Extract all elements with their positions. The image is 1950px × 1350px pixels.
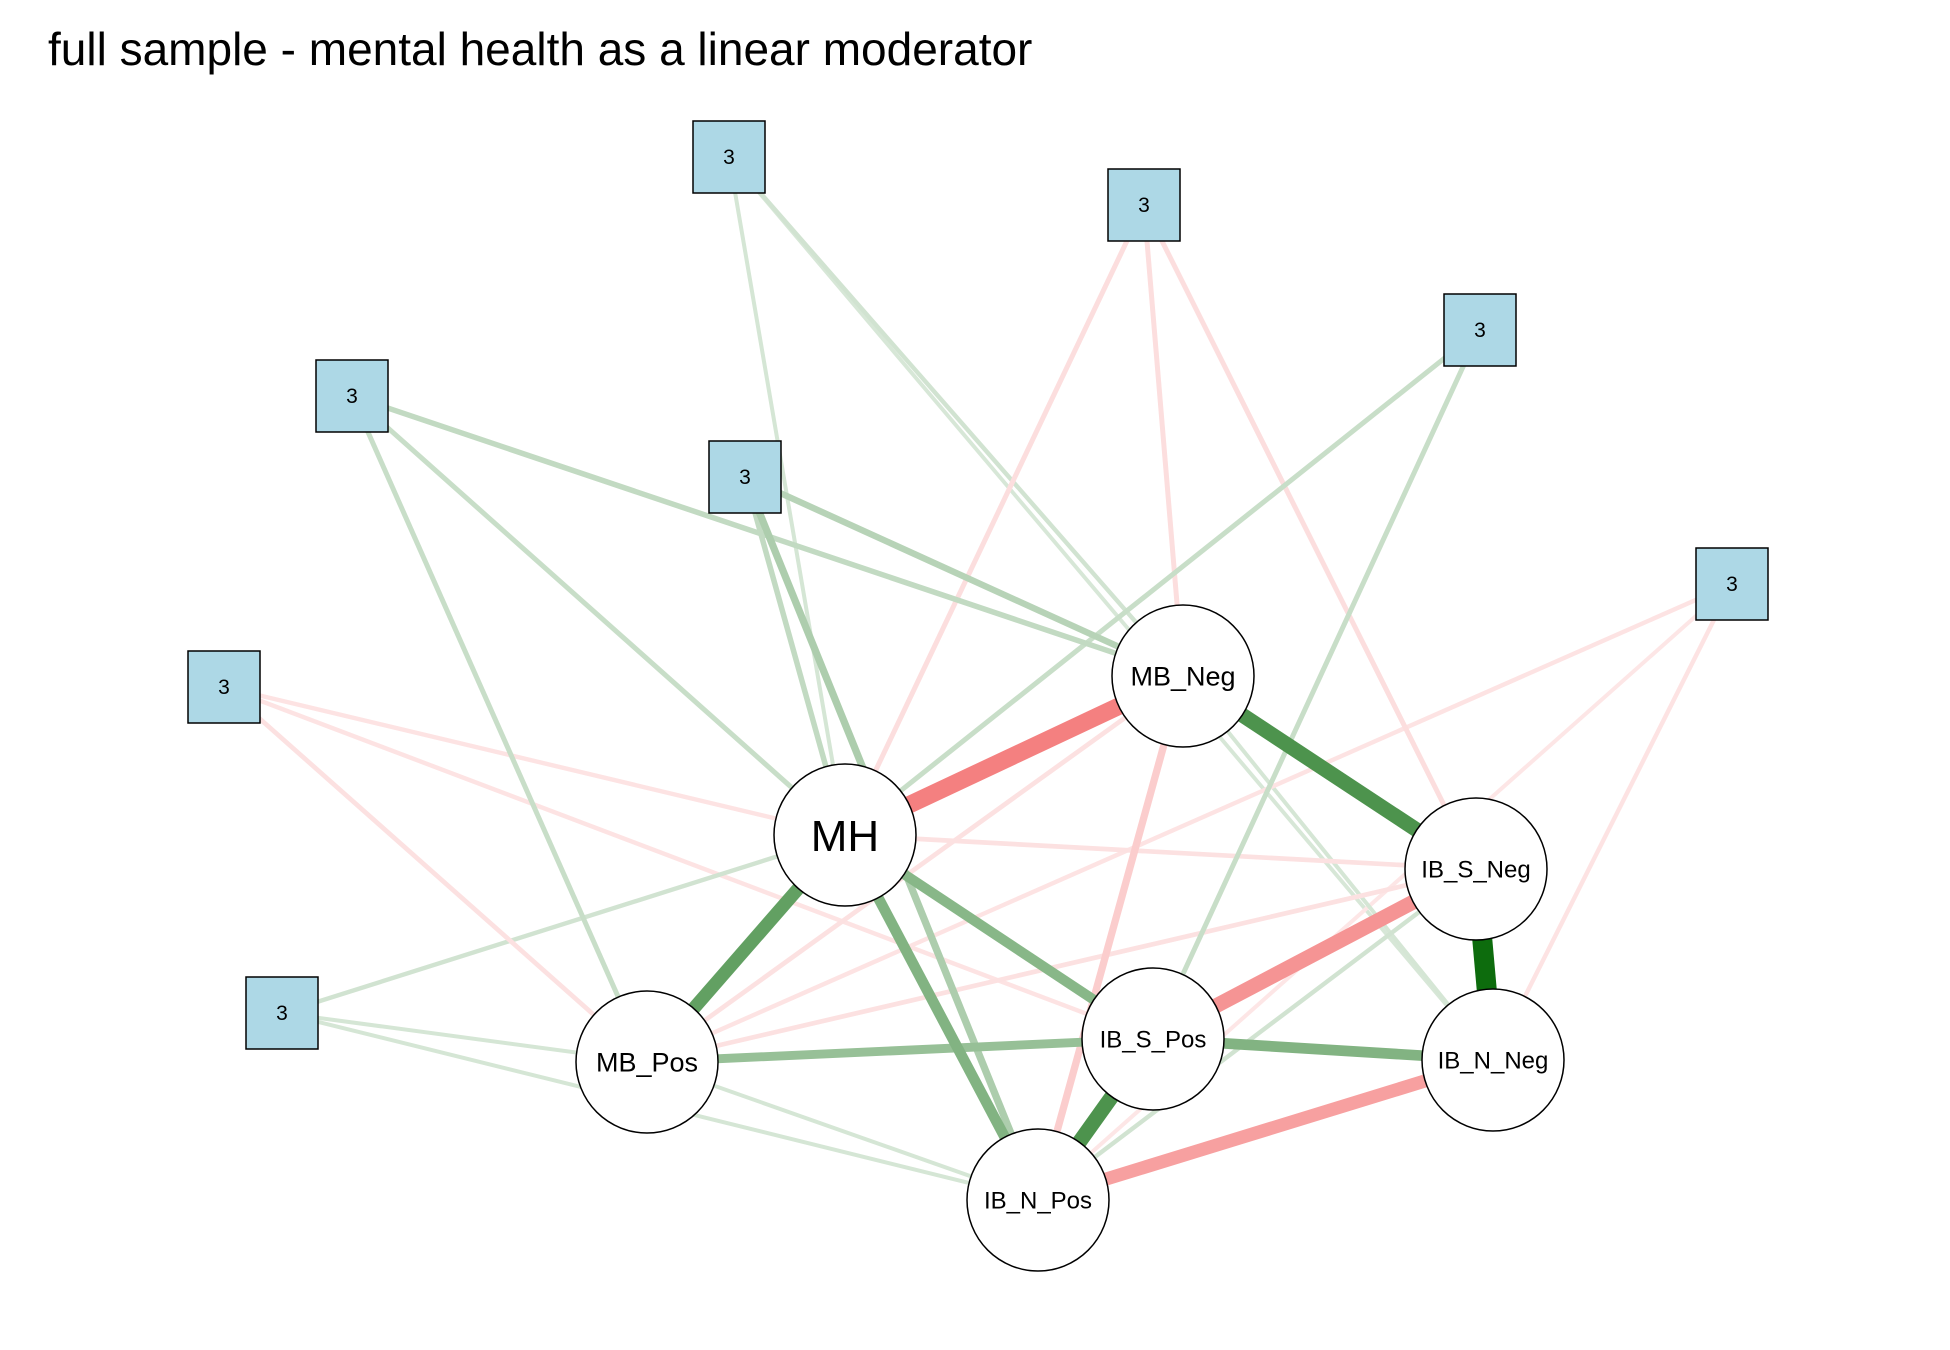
factor-box bbox=[692, 120, 766, 194]
edge-f4-mb-neg bbox=[1141, 204, 1186, 677]
node-circle bbox=[575, 990, 719, 1134]
node-label: MB_Neg bbox=[1130, 662, 1235, 692]
node-label: IB_N_Pos bbox=[984, 1188, 1092, 1215]
node-label: IB_S_Pos bbox=[1100, 1027, 1207, 1054]
edge-mh-ib-s-neg bbox=[844, 832, 1477, 872]
factor-box bbox=[1107, 168, 1181, 242]
node-label: IB_N_Neg bbox=[1438, 1048, 1549, 1075]
factor-label: 3 bbox=[1474, 319, 1486, 342]
node-circle bbox=[1404, 797, 1548, 941]
factor-node: 3 bbox=[708, 440, 782, 514]
edge-f6-mb-pos bbox=[222, 685, 649, 1064]
node-ib-s-neg: IB_S_Neg bbox=[1404, 797, 1548, 941]
factor-label: 3 bbox=[1138, 194, 1150, 217]
node-label: MH bbox=[811, 812, 879, 861]
factor-label: 3 bbox=[346, 385, 358, 408]
factor-box bbox=[187, 650, 261, 724]
edge-mb-neg-ib-n-pos bbox=[1034, 675, 1187, 1201]
nodes: MH MB_Neg MB_Pos IB_S_Neg IB_S_Pos IB_N_Neg IB… bbox=[187, 120, 1769, 1272]
edge-f2-mb-pos bbox=[349, 394, 650, 1064]
edge-mb-pos-ib-s-neg bbox=[646, 866, 1477, 1065]
node-mh: MH bbox=[773, 763, 917, 907]
edge-f5-ib-s-pos bbox=[1150, 328, 1483, 1041]
node-ib-n-pos: IB_N_Pos bbox=[966, 1128, 1110, 1272]
edge-f1-mb-neg bbox=[743, 474, 1185, 679]
factor-label: 3 bbox=[739, 466, 751, 489]
factor-box bbox=[245, 976, 319, 1050]
node-label: IB_S_Neg bbox=[1421, 857, 1530, 884]
node-mb-pos: MB_Pos bbox=[575, 990, 719, 1134]
factor-label: 3 bbox=[276, 1002, 288, 1025]
edge-f4-mh bbox=[842, 203, 1147, 837]
edge-f2-mh bbox=[350, 394, 847, 837]
factor-box bbox=[708, 440, 782, 514]
factor-box bbox=[1695, 547, 1769, 621]
node-label: MB_Pos bbox=[596, 1048, 698, 1078]
node-circle bbox=[966, 1128, 1110, 1272]
node-ib-s-pos: IB_S_Pos bbox=[1081, 967, 1225, 1111]
edge-f6-mh bbox=[223, 684, 846, 838]
factor-label: 3 bbox=[723, 146, 735, 169]
edge-mb-pos-mb-neg bbox=[645, 674, 1185, 1064]
factor-node: 3 bbox=[315, 359, 389, 433]
edge-f3-mb-neg bbox=[727, 155, 1185, 678]
factor-node: 3 bbox=[692, 120, 766, 194]
factor-label: 3 bbox=[1726, 573, 1738, 596]
node-circle bbox=[1421, 988, 1565, 1132]
node-circle bbox=[1111, 604, 1255, 748]
node-circle bbox=[773, 763, 917, 907]
edge-mb-pos-ib-s-pos bbox=[646, 1034, 1154, 1067]
edge-mb-neg-ib-n-neg bbox=[1181, 674, 1495, 1062]
edge-f5-mh bbox=[843, 328, 1482, 837]
factor-box bbox=[315, 359, 389, 433]
node-mb-neg: MB_Neg bbox=[1111, 604, 1255, 748]
edge-f7-mb-pos bbox=[646, 581, 1733, 1065]
node-circle bbox=[1081, 967, 1225, 1111]
factor-node: 3 bbox=[245, 976, 319, 1050]
edge-f7-ib-n-neg bbox=[1491, 583, 1734, 1061]
factor-node: 3 bbox=[1695, 547, 1769, 621]
edge-ib-s-neg-ib-n-pos bbox=[1036, 867, 1478, 1202]
factor-node: 3 bbox=[187, 650, 261, 724]
edge-f4-ib-s-neg bbox=[1141, 203, 1479, 871]
edge-f8-mh bbox=[281, 832, 846, 1016]
factor-node: 3 bbox=[1443, 293, 1517, 367]
edge-ib-n-neg-ib-n-pos bbox=[1036, 1053, 1495, 1207]
node-ib-n-neg: IB_N_Neg bbox=[1421, 988, 1565, 1132]
factor-box bbox=[1443, 293, 1517, 367]
factor-label: 3 bbox=[218, 676, 230, 699]
chart-title: full sample - mental health as a linear … bbox=[48, 23, 1033, 75]
factor-node: 3 bbox=[1107, 168, 1181, 242]
